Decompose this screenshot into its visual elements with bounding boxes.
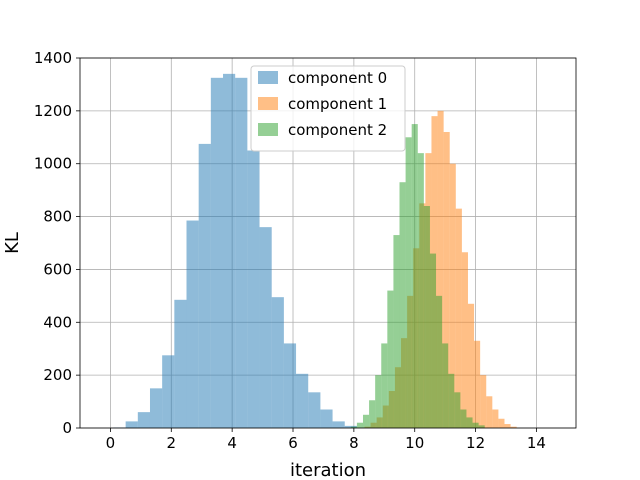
histogram-bar-series-0 (271, 297, 284, 428)
x-tick-label: 2 (167, 434, 177, 452)
histogram-bar-series-0 (223, 73, 236, 428)
histogram-bar-series-0 (186, 220, 199, 428)
y-tick-label: 200 (43, 366, 72, 384)
histogram-bar-series-1 (498, 418, 505, 428)
histogram-bar-series-1 (474, 340, 481, 428)
y-tick-label: 1200 (34, 102, 72, 120)
histogram-bar-series-2 (466, 417, 473, 428)
legend-swatch (258, 71, 278, 84)
y-tick-label: 0 (62, 419, 72, 437)
histogram-bar-series-2 (448, 373, 455, 428)
y-tick-label: 800 (43, 208, 72, 226)
legend-swatch (258, 97, 278, 110)
histogram-bar-series-2 (381, 343, 388, 428)
y-tick-label: 600 (43, 260, 72, 278)
histogram-bar-series-0 (259, 227, 272, 428)
x-tick-label: 8 (349, 434, 359, 452)
histogram-bar-series-0 (247, 150, 260, 428)
histogram-bar-series-0 (308, 392, 321, 428)
histogram-bar-series-1 (449, 163, 456, 428)
y-tick-label: 400 (43, 313, 72, 331)
histogram-bar-series-0 (320, 409, 333, 428)
histogram-bar-series-1 (480, 375, 487, 428)
histogram-bar-series-0 (149, 388, 163, 428)
histogram-bar-series-0 (174, 299, 187, 428)
histogram-bar-series-2 (460, 409, 467, 428)
x-tick-label: 12 (466, 434, 485, 452)
histogram-bar-series-0 (332, 421, 345, 428)
histogram-bar-series-0 (210, 77, 224, 429)
histogram-bar-series-0 (283, 343, 297, 428)
histogram-bar-series-1 (510, 426, 517, 428)
histogram-bar-series-2 (369, 400, 376, 428)
y-axis-label: KL (2, 232, 23, 254)
histogram-bar-series-2 (472, 422, 479, 428)
x-tick-label: 14 (527, 434, 546, 452)
histogram-bar-series-0 (235, 77, 248, 429)
histogram-bar-series-0 (162, 355, 175, 428)
legend-box (250, 65, 406, 152)
histogram-bar-series-2 (417, 153, 424, 428)
histogram-bar-series-2 (393, 235, 400, 428)
histogram-bar-series-2 (442, 343, 449, 428)
histogram-bar-series-2 (454, 392, 461, 428)
histogram-bar-series-2 (399, 182, 406, 428)
legend-label: component 0 (288, 69, 387, 87)
histogram-bar-series-0 (137, 412, 150, 428)
x-tick-label: 0 (106, 434, 116, 452)
histogram-bar-series-0 (296, 373, 309, 428)
histogram-bar-series-1 (461, 252, 468, 428)
x-axis-label: iteration (290, 460, 366, 480)
histogram-bar-series-1 (504, 424, 511, 428)
histogram-bar-series-2 (429, 253, 437, 428)
histogram-bar-series-1 (492, 409, 499, 428)
histogram-bar-series-2 (387, 290, 394, 428)
plot-frame (79, 57, 577, 429)
x-tick-label: 4 (227, 434, 237, 452)
legend-label: component 1 (288, 95, 387, 113)
histogram-bar-series-0 (198, 143, 211, 428)
bars (113, 73, 517, 429)
histogram-bar-series-1 (486, 396, 493, 428)
histogram-bar-series-2 (478, 425, 485, 428)
histogram-bar-series-0 (125, 421, 138, 428)
histogram-bar-series-1 (455, 208, 462, 428)
x-tick-label: 6 (288, 434, 298, 452)
histogram-bar-series-2 (411, 124, 418, 429)
histogram-bar-series-2 (356, 422, 363, 428)
histogram-bar-series-1 (443, 132, 450, 428)
histogram-bar-series-2 (375, 375, 382, 428)
histogram-bar-series-2 (405, 137, 412, 429)
legend-swatch (258, 123, 278, 136)
y-tick-label: 1000 (34, 155, 72, 173)
legend-label: component 2 (288, 121, 387, 139)
ticks: 0 2 4 6 8 10 12 14 0 200 400 600 800 1000 1200 1400 (34, 49, 546, 452)
histogram-bar-series-2 (362, 414, 370, 428)
histogram-bar-series-2 (423, 206, 430, 428)
y-tick-label: 1400 (34, 49, 72, 67)
histogram-bar-series-1 (467, 303, 475, 428)
histogram-bar-series-2 (436, 295, 443, 428)
legend: component 0 component 1 component 2 (250, 65, 406, 152)
x-tick-label: 10 (405, 434, 424, 452)
histogram-bar-series-1 (437, 110, 444, 428)
histogram-bar-series-2 (350, 426, 357, 428)
